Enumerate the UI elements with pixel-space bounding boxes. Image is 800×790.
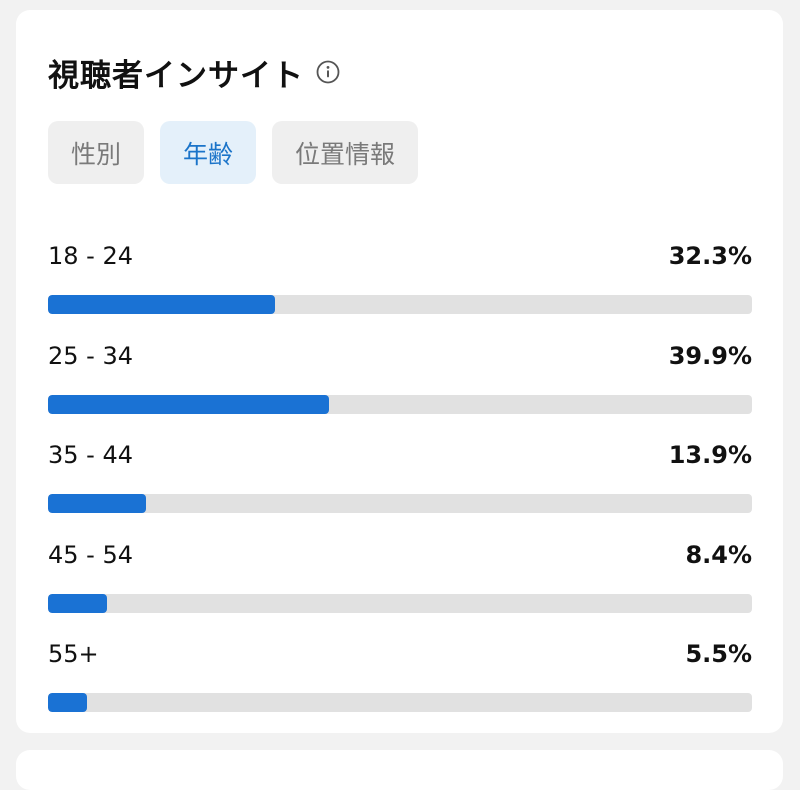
age-row: 25 - 34 39.9% <box>48 336 752 436</box>
tab-age[interactable]: 年齢 <box>160 121 257 184</box>
age-row: 35 - 44 13.9% <box>48 435 752 535</box>
info-circle-icon[interactable] <box>316 60 340 84</box>
age-range-label: 45 - 54 <box>48 540 133 569</box>
age-range-label: 25 - 34 <box>48 341 133 370</box>
age-bar-fill <box>48 394 329 414</box>
age-range-label: 18 - 24 <box>48 242 133 270</box>
age-percent-value: 8.4% <box>685 540 752 569</box>
tab-gender-label: 性別 <box>71 139 122 169</box>
insight-tabs: 性別 年齢 位置情報 <box>48 121 419 184</box>
age-bar-track <box>48 693 752 712</box>
card-header: 視聴者インサイト <box>48 50 340 94</box>
age-row: 45 - 54 8.4% <box>48 535 752 635</box>
age-breakdown-list: 18 - 24 32.3% 25 - 34 39.9% 35 - 44 13.9… <box>48 236 752 734</box>
age-bar-fill <box>48 494 146 513</box>
age-percent-value: 39.9% <box>668 341 752 370</box>
age-bar-track <box>48 295 752 314</box>
age-bar-track <box>48 394 752 414</box>
age-range-label: 55+ <box>48 640 99 668</box>
age-percent-value: 13.9% <box>668 441 752 469</box>
tab-location[interactable]: 位置情報 <box>272 121 419 184</box>
age-bar-track <box>48 593 752 613</box>
age-percent-value: 5.5% <box>685 640 752 668</box>
next-card <box>16 750 783 790</box>
age-bar-fill <box>48 593 108 613</box>
age-row: 18 - 24 32.3% <box>48 236 752 336</box>
age-bar-fill <box>48 295 276 314</box>
card-title: 視聴者インサイト <box>48 57 304 94</box>
age-row: 55+ 5.5% <box>48 634 752 734</box>
tab-location-label: 位置情報 <box>295 139 396 169</box>
age-bar-fill <box>48 693 87 712</box>
tab-gender[interactable]: 性別 <box>48 121 145 184</box>
tab-age-label: 年齢 <box>183 139 234 169</box>
age-range-label: 35 - 44 <box>48 441 133 469</box>
audience-insight-card: 視聴者インサイト 性別 年齢 位置情報 18 - 24 32.3% <box>16 10 783 733</box>
age-bar-track <box>48 494 752 513</box>
age-percent-value: 32.3% <box>668 242 752 270</box>
